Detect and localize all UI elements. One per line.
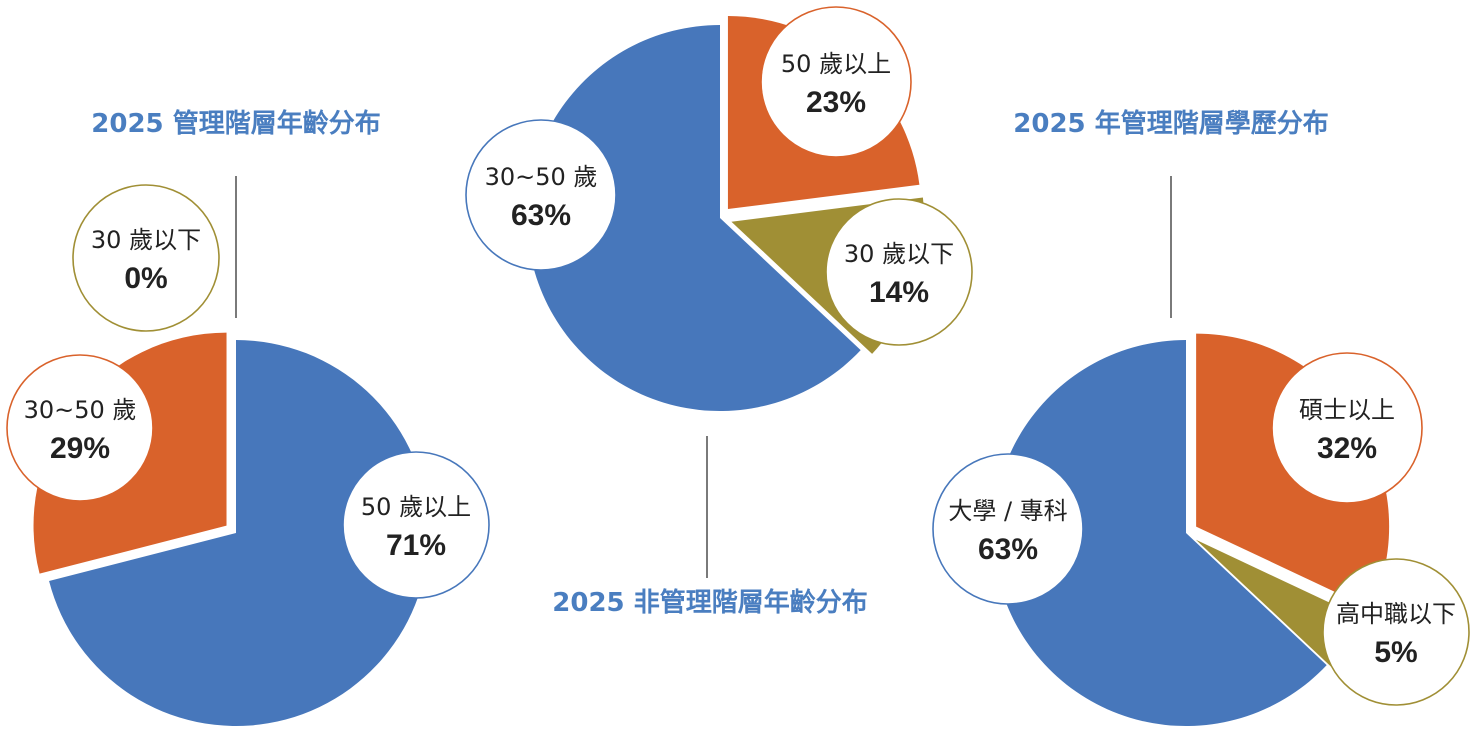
pie-slice-50-歲以上 [49, 340, 430, 726]
slice-category-label: 高中職以下 [1336, 600, 1456, 628]
label-bubble-circle [760, 6, 912, 158]
slice-percentage-label: 23% [806, 86, 866, 119]
slice-category-label: 50 歲以上 [361, 493, 471, 521]
label-bubble-circle [825, 198, 973, 346]
slice-label-bubble: 30 歲以下 14% [825, 198, 973, 346]
pie-slice-大學-專科 [992, 340, 1327, 726]
slice-percentage-label: 14% [869, 276, 929, 309]
label-bubble-circle [6, 354, 154, 502]
label-bubble-circle [465, 119, 617, 271]
slice-label-bubble: 50 歲以上 71% [342, 451, 490, 599]
slice-label-bubble: 大學 / 專科 63% [932, 453, 1084, 605]
slice-category-label: 30 歲以下 [91, 226, 201, 254]
pie-chart-management-education: 碩士以上 32% 高中職以下 5% 大學 / 專科 63% [932, 333, 1470, 726]
slice-category-label: 50 歲以上 [781, 50, 891, 78]
slice-label-bubble: 30 歲以下 0% [72, 184, 220, 332]
pie-slice-30-50-歲 [526, 25, 861, 411]
slice-label-bubble: 30~50 歲 29% [6, 354, 154, 502]
slice-label-bubble: 碩士以上 32% [1271, 352, 1423, 504]
slice-category-label: 大學 / 專科 [948, 497, 1067, 525]
chart-title-management-age: 2025 管理階層年齡分布 [91, 109, 381, 139]
chart-title-management-education: 2025 年管理階層學歷分布 [1013, 109, 1329, 139]
slice-label-bubble: 高中職以下 5% [1322, 558, 1470, 706]
slice-category-label: 碩士以上 [1299, 396, 1395, 424]
pie-chart-management-age: 50 歲以上 71% 30~50 歲 29% 30 歲以下 0% [6, 184, 490, 726]
label-bubble-circle [1322, 558, 1470, 706]
slice-category-label: 30~50 歲 [485, 163, 598, 191]
slice-percentage-label: 63% [511, 199, 571, 232]
slice-percentage-label: 71% [386, 529, 446, 562]
slice-category-label: 30~50 歲 [24, 396, 137, 424]
label-bubble-circle [1271, 352, 1423, 504]
label-bubble-circle [342, 451, 490, 599]
label-bubble-circle [932, 453, 1084, 605]
pie-chart-non-management-age: 50 歲以上 23% 30 歲以下 14% 30~50 歲 63% [465, 6, 973, 411]
label-bubble-circle [72, 184, 220, 332]
slice-percentage-label: 29% [50, 432, 110, 465]
slice-percentage-label: 32% [1317, 432, 1377, 465]
slice-label-bubble: 30~50 歲 63% [465, 119, 617, 271]
slice-category-label: 30 歲以下 [844, 240, 954, 268]
slice-percentage-label: 63% [978, 533, 1038, 566]
chart-title-non-management-age: 2025 非管理階層年齡分布 [552, 588, 868, 618]
slice-percentage-label: 5% [1374, 636, 1417, 669]
slice-percentage-label: 0% [124, 262, 167, 295]
slice-label-bubble: 50 歲以上 23% [760, 6, 912, 158]
